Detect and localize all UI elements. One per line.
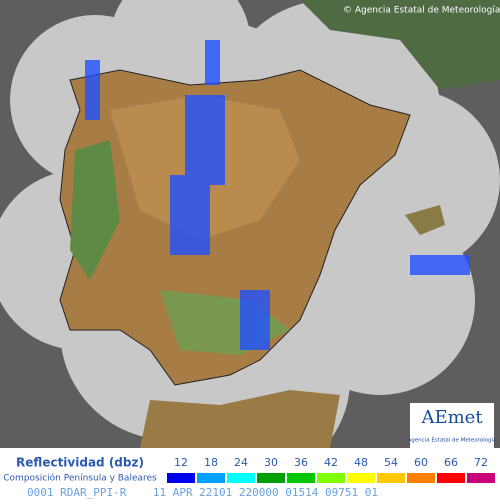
logo-caption: Agencia Estatal de Meteorología: [408, 437, 497, 444]
scale-label: 60: [414, 456, 428, 469]
scale-label: 24: [234, 456, 248, 469]
scale-swatch: [437, 473, 465, 483]
mallorca: [405, 205, 445, 235]
scale-label: 54: [384, 456, 398, 469]
scale-label: 72: [474, 456, 488, 469]
north-africa: [140, 390, 340, 448]
scale-swatch: [287, 473, 315, 483]
scale-label: 30: [264, 456, 278, 469]
logo-box: [410, 403, 494, 448]
copyright: © Agencia Estatal de Meteorología: [343, 6, 500, 16]
scale-swatch: [167, 473, 195, 483]
scale-label: 18: [204, 456, 218, 469]
scale-label: 12: [174, 456, 188, 469]
scale-swatch: [377, 473, 405, 483]
footer: 0001 RDAR_PPI-R 11 APR 22101 220000 0151…: [27, 486, 378, 499]
logo: AEmet: [420, 407, 483, 428]
color-scale: 12 18 24 30 36 42 48 54 60 66 72: [167, 456, 495, 483]
scale-swatch: [407, 473, 435, 483]
scale-swatch: [467, 473, 495, 483]
scale-swatch: [257, 473, 285, 483]
legend-subtitle: Composición Península y Baleares: [3, 473, 157, 484]
scale-swatch: [347, 473, 375, 483]
scale-swatch: [197, 473, 225, 483]
scale-swatch: [317, 473, 345, 483]
scale-label: 48: [354, 456, 368, 469]
radar-echoes: [85, 40, 470, 350]
lowland: [70, 140, 120, 280]
france: [300, 0, 500, 90]
footer-band: [0, 485, 500, 500]
scale-label: 36: [294, 456, 308, 469]
scale-label: 66: [444, 456, 458, 469]
scale-swatch: [227, 473, 255, 483]
scale-label: 42: [324, 456, 338, 469]
legend-title: Reflectividad (dbz): [16, 456, 144, 470]
